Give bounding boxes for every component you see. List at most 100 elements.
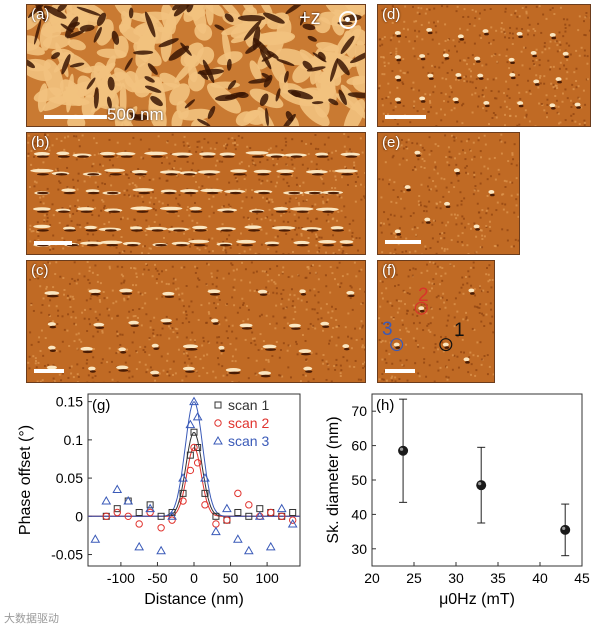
noise-dot	[158, 200, 161, 203]
noise-dot	[322, 200, 325, 203]
noise-dot	[427, 323, 430, 326]
domain-wall	[33, 5, 46, 22]
noise-dot	[506, 94, 509, 97]
noise-dot	[103, 183, 106, 186]
noise-dot	[295, 343, 298, 346]
noise-dot	[353, 164, 356, 167]
noise-dot	[483, 8, 486, 11]
noise-dot	[42, 297, 45, 300]
noise-dot	[170, 225, 173, 228]
noise-dot	[474, 10, 477, 13]
noise-dot	[473, 24, 476, 27]
noise-dot	[446, 378, 449, 381]
noise-dot	[489, 8, 492, 10]
noise-dot	[340, 196, 343, 199]
noise-dot	[564, 23, 567, 26]
domain-wall	[124, 57, 133, 71]
noise-dot	[236, 143, 239, 146]
y-tick-label-g: 0.05	[56, 470, 83, 486]
noise-dot	[359, 183, 362, 186]
noise-dot	[141, 306, 144, 309]
noise-dot	[126, 298, 129, 301]
noise-dot	[168, 230, 171, 233]
stripe-segment	[318, 239, 337, 244]
noise-dot	[381, 322, 384, 325]
stripe-segment	[129, 226, 143, 230]
stripe-shadow	[278, 229, 291, 232]
noise-dot	[310, 264, 313, 267]
noise-dot	[97, 214, 100, 217]
noise-dot	[96, 294, 99, 297]
noise-dot	[282, 289, 285, 291]
noise-dot	[177, 287, 180, 290]
stripe-segment	[85, 189, 100, 193]
noise-dot	[258, 253, 261, 254]
noise-dot	[233, 139, 236, 142]
noise-dot	[434, 161, 437, 164]
noise-dot	[247, 356, 250, 359]
noise-dot	[429, 93, 432, 96]
noise-dot	[202, 340, 205, 343]
noise-dot	[243, 250, 246, 253]
domain-wall	[69, 62, 85, 68]
diameter-point	[560, 524, 571, 535]
stripe-shadow	[222, 210, 235, 213]
noise-dot	[408, 269, 411, 271]
noise-dot	[490, 90, 493, 92]
noise-dot	[494, 53, 497, 56]
noise-dot	[575, 86, 578, 89]
domain-wall	[275, 88, 281, 102]
skyrmion-mark	[46, 365, 57, 370]
noise-dot	[467, 222, 470, 225]
noise-dot	[116, 141, 119, 144]
noise-dot	[63, 239, 66, 242]
noise-dot	[451, 368, 454, 371]
noise-dot	[347, 335, 350, 338]
noise-dot	[37, 231, 40, 234]
noise-dot	[353, 365, 356, 368]
noise-dot	[89, 308, 92, 311]
skyrmion-2-label: 2	[418, 285, 429, 306]
noise-dot	[201, 185, 204, 188]
noise-dot	[266, 158, 269, 161]
y-axis-label-h: Sk. diameter (nm)	[325, 416, 342, 543]
noise-dot	[586, 78, 589, 81]
y-tick-label-h: 40	[351, 506, 367, 522]
noise-dot	[378, 317, 381, 320]
skyrmion-shadow	[49, 349, 56, 352]
noise-dot	[57, 188, 60, 191]
noise-dot	[292, 300, 295, 303]
noise-dot	[380, 222, 383, 224]
noise-dot	[499, 139, 502, 142]
noise-dot	[571, 83, 574, 86]
noise-dot	[525, 91, 528, 94]
noise-dot	[427, 110, 430, 113]
noise-dot	[423, 210, 426, 213]
noise-dot	[151, 275, 154, 278]
noise-dot	[297, 226, 300, 229]
noise-dot	[440, 5, 443, 8]
noise-dot	[539, 76, 542, 79]
noise-dot	[333, 170, 336, 173]
noise-dot	[492, 112, 495, 114]
noise-dot	[444, 306, 447, 309]
noise-dot	[386, 113, 389, 116]
stripe-shadow	[136, 210, 149, 213]
noise-dot	[282, 266, 285, 269]
scan-3-point	[112, 484, 123, 494]
noise-dot	[420, 303, 423, 306]
noise-dot	[457, 79, 460, 82]
noise-dot	[48, 314, 51, 317]
noise-dot	[467, 138, 470, 141]
noise-dot	[503, 124, 506, 126]
noise-dot	[42, 202, 45, 205]
noise-dot	[431, 282, 434, 285]
stripe-segment	[132, 188, 155, 192]
noise-dot	[44, 337, 47, 340]
noise-dot	[85, 299, 88, 302]
noise-dot	[241, 297, 244, 300]
stripe-shadow	[183, 173, 196, 176]
noise-dot	[318, 246, 321, 249]
noise-dot	[86, 233, 89, 236]
noise-dot	[310, 351, 313, 354]
